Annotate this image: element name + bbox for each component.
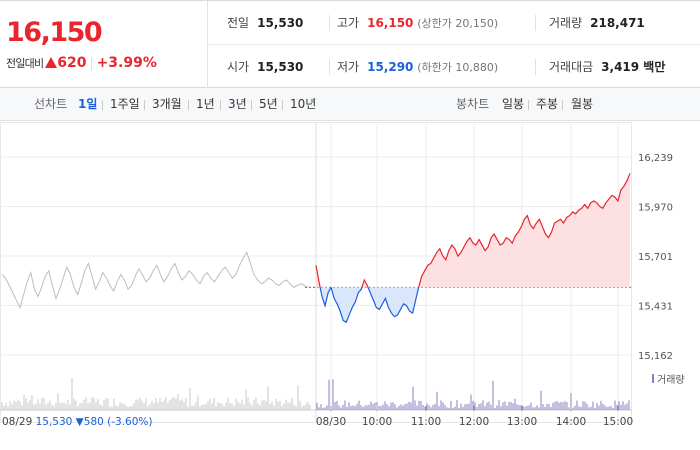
x-tick-label: 11:00 <box>411 416 441 428</box>
y-tick-label: 15,162 <box>638 351 673 362</box>
stat-volume: 거래량 218,471 <box>549 16 645 30</box>
y-axis: 16,239 15,970 15,701 15,431 15,162 <box>638 153 673 362</box>
down-line <box>330 287 363 324</box>
candle-chart-title: 봉차트 <box>456 97 490 111</box>
y-tick-label: 15,970 <box>638 203 673 214</box>
change-label: 전일대비 <box>6 57 44 70</box>
up-line <box>315 265 321 288</box>
legend-label: 거래량 <box>657 374 685 386</box>
line-chart-title: 선차트 <box>34 97 68 111</box>
up-line <box>418 173 631 288</box>
stats-row-2: 시가 15,530 저가 15,290 (하한가 10,880) 거래대금 3,419… <box>209 45 700 89</box>
quote-header: 16,150 전일대비 620 | +3.99% 전일 15,530 고가 16,150 … <box>0 0 700 89</box>
tab-5y[interactable]: 5년 <box>259 97 278 111</box>
up-arrow-icon <box>45 57 58 68</box>
x-tick-label: 10:00 <box>362 416 392 428</box>
down-area <box>368 287 419 317</box>
volume-legend: 거래량 <box>652 374 685 386</box>
x-axis: 08/30 10:00 11:00 12:00 13:00 14:00 15:00 08/29… <box>2 406 633 428</box>
change-amount: 620 <box>57 55 87 71</box>
y-tick-label: 16,239 <box>638 153 673 164</box>
tab-monthly[interactable]: 월봉 <box>571 97 594 111</box>
price-change: 전일대비 620 | +3.99% <box>6 55 157 71</box>
stat-low: 저가 15,290 (하한가 10,880) <box>337 60 499 74</box>
tab-1d[interactable]: 1일 <box>78 97 98 111</box>
x-tick-label: 14:00 <box>556 416 586 428</box>
up-area <box>361 279 369 288</box>
volume-bars <box>0 378 632 411</box>
tab-1w[interactable]: 1주일 <box>110 97 140 111</box>
chart-tab-bar: 선차트 1일 1주일 3개월 1년 3년 5년 10년 봉차트 일봉 주봉 월봉 <box>0 88 700 121</box>
tab-3y[interactable]: 3년 <box>228 97 247 111</box>
stat-high: 고가 16,150 (상한가 20,150) <box>337 16 499 30</box>
tab-3m[interactable]: 3개월 <box>152 97 182 111</box>
tab-1y[interactable]: 1년 <box>196 97 215 111</box>
legend-swatch <box>652 374 654 383</box>
stats-row-1: 전일 15,530 고가 16,150 (상한가 20,150) 거래량 218,47… <box>209 1 700 45</box>
y-tick-label: 15,701 <box>638 252 673 263</box>
current-price: 16,150 <box>6 17 103 48</box>
up-area <box>418 173 630 288</box>
y-tick-label: 15,431 <box>638 302 673 313</box>
tab-weekly[interactable]: 주봉 <box>536 97 559 111</box>
stat-open: 시가 15,530 <box>227 60 304 74</box>
tab-10y[interactable]: 10년 <box>290 97 317 111</box>
down-line <box>367 287 420 318</box>
x-tick-label: 12:00 <box>459 416 489 428</box>
down-area <box>331 287 362 323</box>
x-tick-label: 08/30 <box>316 416 346 428</box>
up-area <box>316 265 321 288</box>
prev-day-line <box>1 251 309 309</box>
x-tick-label: 13:00 <box>507 416 537 428</box>
up-line <box>361 278 369 288</box>
change-percent: +3.99% <box>96 55 157 71</box>
stat-prev-close: 전일 15,530 <box>227 16 304 30</box>
intraday-chart: 16,239 15,970 15,701 15,431 15,162 08/30 10:0… <box>0 122 685 428</box>
price-summary: 16,150 전일대비 620 | +3.99% <box>0 1 208 89</box>
stat-amount: 거래대금 3,419 백만 <box>549 60 666 74</box>
chart-plot <box>1 173 632 324</box>
x-tick-label: 15:00 <box>603 416 633 428</box>
tab-daily[interactable]: 일봉 <box>502 97 525 111</box>
prev-day-summary: 08/29 15,530 ▼580 (-3.60%) <box>2 416 152 428</box>
down-line <box>319 287 332 308</box>
